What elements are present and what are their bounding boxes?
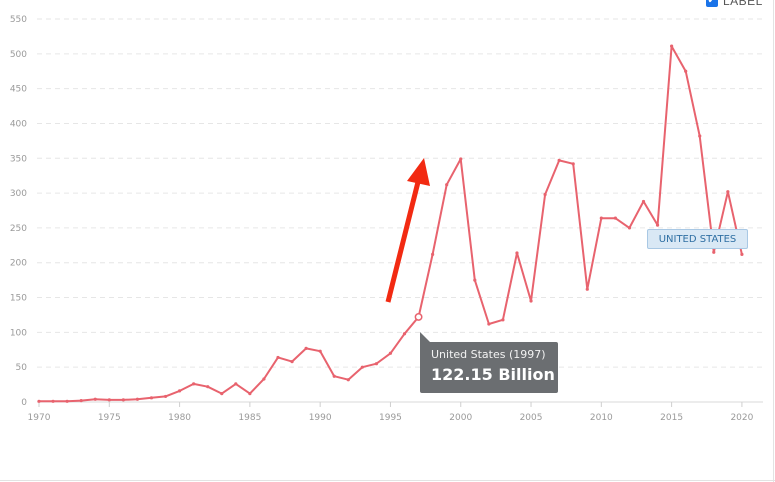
- data-point-1978[interactable]: [149, 396, 154, 400]
- data-point-2009[interactable]: [585, 287, 589, 291]
- x-tick-label-1970: 1970: [28, 413, 51, 423]
- data-point-1990[interactable]: [318, 349, 322, 353]
- data-point-1977[interactable]: [135, 397, 140, 401]
- data-point-1986[interactable]: [262, 377, 266, 381]
- data-point-2018[interactable]: [712, 250, 716, 254]
- y-tick-label-0: 0: [21, 398, 27, 408]
- data-point-2020[interactable]: [740, 252, 744, 256]
- annotation-arrow: [385, 158, 430, 303]
- grid-lines: [37, 18, 763, 403]
- data-point-1979[interactable]: [163, 394, 168, 399]
- data-point-1973[interactable]: [79, 399, 83, 403]
- data-point-1989[interactable]: [304, 346, 308, 350]
- data-point-2001[interactable]: [473, 278, 477, 282]
- data-point-1982[interactable]: [206, 385, 210, 389]
- bottom-divider: [0, 480, 775, 481]
- data-point-1975[interactable]: [107, 398, 111, 402]
- y-tick-label-100: 100: [10, 328, 27, 338]
- data-point-2011[interactable]: [613, 216, 617, 220]
- data-point-1992[interactable]: [346, 378, 350, 382]
- x-tick-label-1995: 1995: [379, 413, 402, 423]
- data-point-1976[interactable]: [121, 398, 125, 402]
- data-point-2016[interactable]: [684, 69, 688, 73]
- y-tick-label-350: 350: [10, 154, 27, 164]
- y-tick-label-300: 300: [10, 189, 27, 199]
- series-line-0: [39, 45, 743, 403]
- x-tick-label-2020: 2020: [730, 413, 753, 423]
- y-tick-label-500: 500: [10, 50, 27, 60]
- x-axis-ticks: 1970 1975 1980 1985 1990 1995 2000 2005 2010 2015…: [28, 402, 754, 423]
- data-point-1991[interactable]: [332, 374, 336, 378]
- label-toggle[interactable]: ✔ LABEL: [706, 0, 763, 8]
- data-point-2014[interactable]: [655, 223, 660, 227]
- data-point-1993[interactable]: [360, 365, 364, 369]
- x-tick-label-2005: 2005: [520, 413, 543, 423]
- y-tick-label-200: 200: [10, 259, 27, 269]
- y-tick-label-150: 150: [10, 294, 27, 304]
- data-point-2004[interactable]: [515, 251, 519, 255]
- data-point-1985[interactable]: [248, 392, 252, 396]
- y-tick-label-450: 450: [10, 85, 27, 95]
- data-point-2003[interactable]: [501, 318, 505, 322]
- data-point-2010[interactable]: [599, 216, 603, 220]
- x-tick-label-2010: 2010: [590, 413, 613, 423]
- data-point-2015[interactable]: [670, 44, 674, 48]
- data-point-1995[interactable]: [388, 351, 393, 355]
- tooltip-pointer: [420, 332, 432, 344]
- label-toggle-text: LABEL: [723, 0, 763, 8]
- data-point-1974[interactable]: [93, 397, 97, 401]
- data-point-1970[interactable]: [37, 399, 41, 403]
- x-tick-label-1985: 1985: [238, 413, 261, 423]
- data-point-1983[interactable]: [220, 392, 224, 396]
- y-tick-label-550: 550: [10, 15, 27, 25]
- data-point-2012[interactable]: [627, 226, 632, 230]
- data-point-1987[interactable]: [276, 355, 280, 360]
- x-tick-label-1980: 1980: [168, 413, 191, 423]
- right-divider: [773, 0, 774, 482]
- data-point-1984[interactable]: [234, 382, 238, 386]
- y-tick-label-400: 400: [10, 119, 27, 129]
- x-tick-label-1975: 1975: [98, 413, 121, 423]
- y-tick-label-250: 250: [10, 224, 27, 234]
- arrow-shaft: [385, 181, 421, 303]
- data-point-1980[interactable]: [177, 389, 182, 393]
- data-point-1994[interactable]: [374, 362, 378, 366]
- data-point-2017[interactable]: [698, 134, 702, 138]
- data-point-1996[interactable]: [402, 332, 407, 336]
- data-point-1971[interactable]: [51, 399, 55, 403]
- tooltip-value: 122.15 Billion: [431, 365, 555, 384]
- x-tick-label-2000: 2000: [449, 413, 472, 423]
- data-point-2019[interactable]: [726, 190, 730, 194]
- y-tick-label-50: 50: [16, 363, 28, 373]
- checkbox-checked-icon[interactable]: ✔: [706, 0, 718, 7]
- tooltip-title: United States (1997): [431, 348, 546, 361]
- data-point-2002[interactable]: [487, 322, 491, 326]
- data-point-1999[interactable]: [445, 183, 449, 187]
- data-point-2005[interactable]: [529, 299, 533, 303]
- x-tick-label-1990: 1990: [309, 413, 332, 423]
- x-tick-label-2015: 2015: [660, 413, 683, 423]
- data-point-2013[interactable]: [641, 199, 646, 204]
- data-point-2006[interactable]: [543, 192, 547, 197]
- data-point-1988[interactable]: [290, 360, 294, 364]
- data-point-1981[interactable]: [192, 382, 196, 386]
- data-point-1998[interactable]: [431, 252, 435, 256]
- data-point-2007[interactable]: [557, 158, 561, 162]
- data-tooltip: United States (1997) 122.15 Billion: [420, 342, 558, 393]
- data-point-1972[interactable]: [65, 399, 69, 403]
- series-name-tag[interactable]: UNITED STATES: [647, 229, 748, 249]
- data-point-2008[interactable]: [571, 162, 575, 166]
- y-axis-ticks: 0 50 100 150 200 250 300 350 400 450 500 550: [10, 15, 27, 408]
- series-united-states[interactable]: [37, 44, 744, 403]
- arrow-head: [407, 158, 430, 186]
- data-point-2000[interactable]: [459, 157, 463, 161]
- data-point-1997[interactable]: [414, 312, 423, 321]
